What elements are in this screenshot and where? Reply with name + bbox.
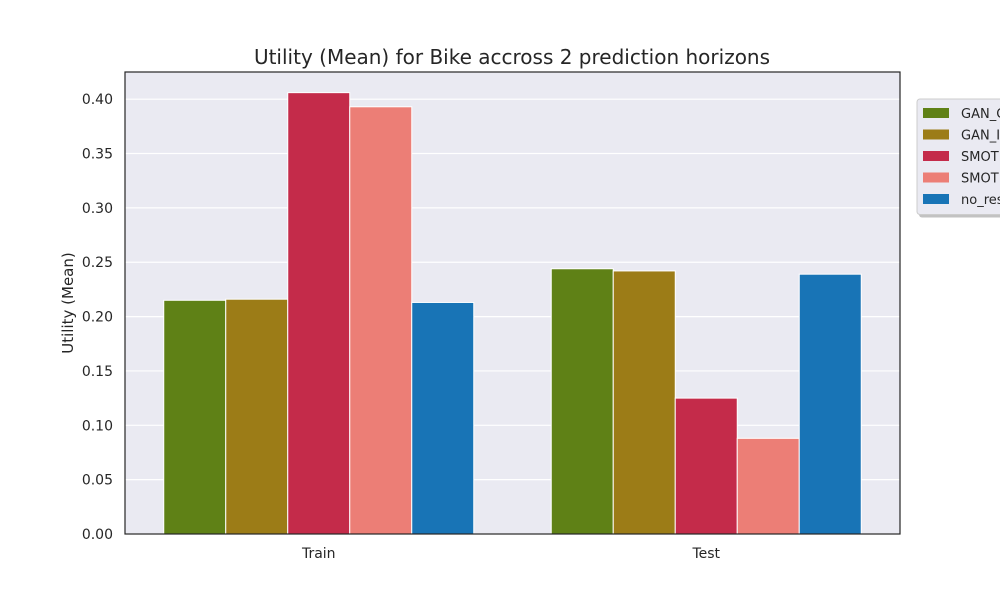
bar <box>612 270 676 535</box>
y-axis-label: Utility (Mean) <box>59 252 77 353</box>
legend-label: GAN_I <box>961 129 1000 144</box>
legend-swatch <box>923 129 949 140</box>
bars <box>163 92 862 535</box>
x-tick-label: Train <box>301 546 336 562</box>
x-tick-label: Test <box>691 546 720 562</box>
bar <box>287 92 351 535</box>
y-tick-label: 0.10 <box>82 418 113 434</box>
chart-title: Utility (Mean) for Bike accross 2 predic… <box>254 45 770 69</box>
legend-swatch <box>923 172 949 183</box>
y-tick-label: 0.20 <box>82 310 113 326</box>
bar <box>550 268 614 535</box>
legend-label: GAN_C <box>961 107 1000 122</box>
y-tick-labels: 0.00 0.05 0.10 0.15 0.20 0.25 0.30 0.35 0.40 <box>82 92 113 543</box>
bar <box>349 106 413 535</box>
x-tick-labels: Train Test <box>301 546 721 562</box>
bar <box>225 298 289 535</box>
bar <box>163 299 227 535</box>
legend-swatch <box>923 151 949 161</box>
legend-label: SMOT <box>961 172 999 187</box>
bar <box>674 397 738 535</box>
bar <box>798 273 862 535</box>
legend-swatch <box>923 194 949 204</box>
bar <box>411 301 475 535</box>
bar <box>736 437 800 535</box>
y-tick-label: 0.15 <box>82 364 113 380</box>
legend-label: SMOT <box>961 150 999 165</box>
y-tick-label: 0.40 <box>82 92 113 108</box>
legend: GAN_C GAN_I SMOT SMOT no_res <box>916 98 1000 218</box>
y-tick-label: 0.05 <box>82 473 113 489</box>
legend-swatch <box>923 108 949 118</box>
legend-label: no_res <box>961 193 1000 208</box>
y-tick-label: 0.30 <box>82 201 113 217</box>
plot-frame <box>124 71 901 535</box>
y-tick-label: 0.25 <box>82 255 113 271</box>
y-tick-label: 0.00 <box>82 527 113 543</box>
legend-box <box>916 98 1000 215</box>
y-tick-label: 0.35 <box>82 147 113 163</box>
